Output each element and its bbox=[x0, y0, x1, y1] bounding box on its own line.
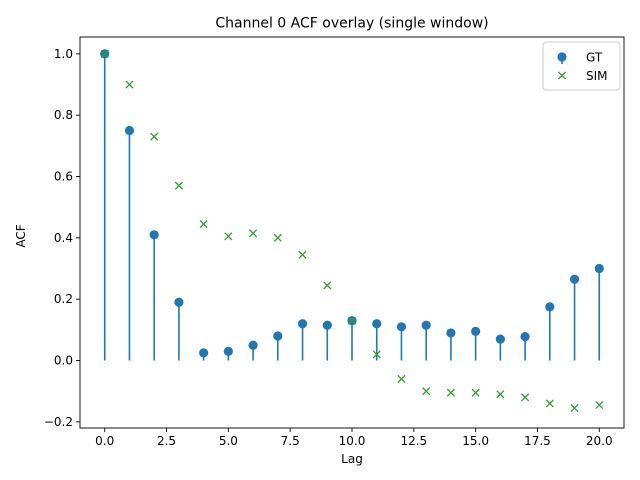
sim-stroke-b bbox=[557, 71, 567, 80]
sim-point bbox=[199, 220, 208, 229]
x-tick-label: 12.5 bbox=[400, 434, 427, 448]
gt-point bbox=[322, 320, 332, 330]
sim-point bbox=[521, 393, 530, 402]
legend-sim-x bbox=[557, 71, 567, 80]
sim-stroke-b bbox=[595, 400, 604, 410]
sim-point bbox=[249, 229, 258, 238]
gt-point bbox=[124, 125, 135, 136]
y-tick-label: 0.4 bbox=[54, 231, 73, 245]
sim-point bbox=[545, 399, 554, 408]
sim-stroke-b bbox=[199, 220, 208, 229]
gt-point bbox=[396, 322, 407, 332]
axes-layer: 0.0 2.5 5.0 7.5 10.0 12.5 15.0 17.5 20.0 −0.2 0.0 0… bbox=[44, 36, 625, 448]
sim-stroke-b bbox=[446, 388, 455, 397]
x-tick-label: 5.0 bbox=[219, 434, 238, 448]
sim-point bbox=[570, 404, 579, 413]
gt-point bbox=[569, 274, 580, 284]
gt-point bbox=[297, 319, 308, 329]
sim-stroke-b bbox=[496, 390, 505, 399]
sim-point bbox=[174, 181, 183, 190]
sim-stroke-b bbox=[570, 404, 579, 413]
gt-point bbox=[471, 326, 481, 336]
y-tick-label: 0.6 bbox=[54, 170, 73, 184]
y-tick-label: 1.0 bbox=[54, 47, 73, 61]
gt-point bbox=[594, 263, 604, 274]
gt-point bbox=[174, 297, 184, 307]
legend-gt-dot bbox=[557, 52, 567, 62]
gt-point bbox=[545, 302, 555, 312]
sim-stroke-b bbox=[397, 374, 406, 383]
y-axis-label: ACF bbox=[14, 224, 28, 247]
legend-gt-label: GT bbox=[586, 51, 603, 65]
sim-point bbox=[496, 390, 505, 399]
sim-point bbox=[100, 49, 109, 58]
x-tick-label: 20.0 bbox=[586, 434, 613, 448]
legend-gt-marker bbox=[557, 52, 567, 64]
legend: GT SIM bbox=[542, 41, 621, 91]
x-tick-label: 0.0 bbox=[95, 434, 114, 448]
legend-box bbox=[542, 41, 621, 91]
x-tick-label: 7.5 bbox=[281, 434, 300, 448]
legend-sim-label: SIM bbox=[586, 69, 608, 83]
sim-stroke-b bbox=[224, 232, 233, 241]
sim-stroke-b bbox=[521, 393, 530, 402]
sim-point bbox=[150, 132, 159, 141]
y-tick-label: 0.8 bbox=[54, 108, 73, 122]
sim-stroke-b bbox=[422, 387, 431, 396]
x-tick-label: 2.5 bbox=[157, 434, 176, 448]
legend-sim-marker bbox=[557, 71, 567, 80]
gt-point bbox=[446, 328, 456, 338]
sim-point bbox=[446, 388, 455, 397]
sim-point bbox=[347, 316, 357, 325]
sim-stroke-b bbox=[372, 350, 381, 359]
axes-frame bbox=[79, 36, 625, 429]
sim-point bbox=[224, 232, 233, 241]
y-tick-label: 0.0 bbox=[54, 354, 73, 368]
sim-stroke-b bbox=[545, 399, 554, 408]
gt-point bbox=[520, 332, 530, 342]
gt-point bbox=[495, 334, 505, 344]
x-tick-label: 15.0 bbox=[462, 434, 489, 448]
sim-stroke-b bbox=[323, 281, 332, 290]
chart-title: Channel 0 ACF overlay (single window) bbox=[215, 16, 488, 32]
sim-stroke-b bbox=[150, 132, 159, 141]
sim-stroke-b bbox=[125, 80, 134, 89]
y-tick-label: −0.2 bbox=[44, 415, 73, 429]
sim-point bbox=[298, 250, 307, 259]
gt-point bbox=[372, 319, 382, 329]
gt-point bbox=[223, 346, 233, 356]
sim-stroke-b bbox=[471, 388, 480, 397]
gt-point bbox=[149, 230, 159, 240]
gt-point bbox=[248, 340, 258, 350]
sim-stroke-b bbox=[174, 181, 183, 190]
x-axis-label: Lag bbox=[341, 452, 363, 466]
gt-point bbox=[421, 320, 431, 330]
plot-layer bbox=[100, 49, 604, 413]
sim-stroke-b bbox=[298, 250, 307, 259]
gt-point bbox=[199, 348, 209, 358]
sim-stroke-b bbox=[100, 49, 109, 58]
x-tick-label: 10.0 bbox=[339, 434, 366, 448]
sim-stroke-b bbox=[249, 229, 258, 238]
sim-point bbox=[125, 80, 134, 89]
sim-point bbox=[372, 350, 381, 359]
sim-point bbox=[397, 374, 406, 383]
y-tick-label: 0.2 bbox=[54, 292, 73, 306]
sim-point bbox=[273, 233, 282, 242]
sim-point bbox=[595, 400, 604, 410]
sim-stroke-b bbox=[273, 233, 282, 242]
sim-point bbox=[422, 387, 431, 396]
sim-point bbox=[471, 388, 480, 397]
sim-stroke-b bbox=[347, 316, 357, 325]
gt-point bbox=[273, 331, 283, 341]
sim-point bbox=[323, 281, 332, 290]
x-tick-label: 17.5 bbox=[524, 434, 551, 448]
